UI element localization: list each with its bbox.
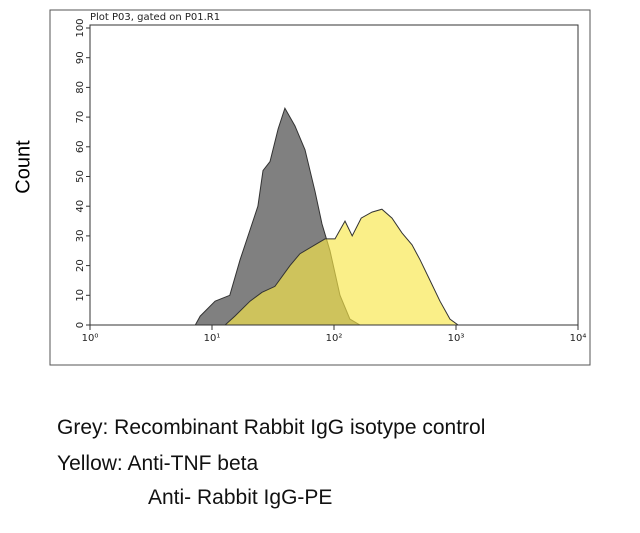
x-tick-label: 10¹ (204, 333, 221, 344)
x-tick-label: 10⁴ (570, 333, 587, 344)
y-axis-label: Count (12, 140, 34, 194)
y-tick-label: 80 (75, 81, 86, 94)
x-tick-label: 10³ (448, 333, 465, 344)
x-tick-label: 10⁰ (82, 333, 99, 344)
y-tick-label: 30 (75, 230, 86, 243)
note: Anti- Rabbit IgG-PE (148, 486, 332, 509)
note: Grey: Recombinant Rabbit IgG isotype con… (57, 416, 485, 439)
y-tick-label: 40 (75, 200, 86, 213)
outer-frame (49, 9, 591, 366)
y-tick-label: 10 (75, 289, 86, 302)
y-tick-label: 0 (75, 322, 86, 328)
note: Yellow: Anti-TNF beta (57, 452, 258, 475)
y-tick-label: 20 (75, 259, 86, 272)
histogram-area (223, 208, 460, 326)
y-tick-label: 70 (75, 111, 86, 124)
y-tick-label: 60 (75, 140, 86, 153)
x-tick-label: 10² (326, 333, 343, 344)
y-tick-label: 100 (75, 18, 86, 37)
y-tick-label: 90 (75, 51, 86, 64)
plot-title: Plot P03, gated on P01.R1 (90, 12, 220, 23)
y-tick-label: 50 (75, 170, 86, 183)
